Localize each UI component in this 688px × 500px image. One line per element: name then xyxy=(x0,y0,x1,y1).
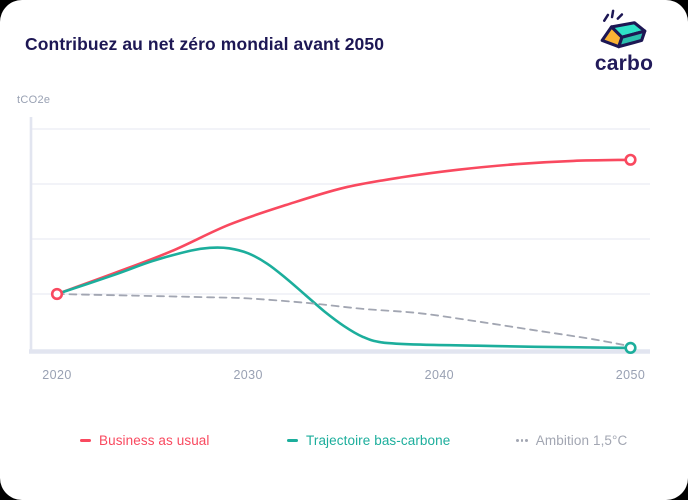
legend-swatch-dotted-gray xyxy=(516,439,528,442)
carbo-logo: carbo xyxy=(584,8,664,76)
legend-label: Ambition 1,5°C xyxy=(535,433,628,448)
page-title: Contribuez au net zéro mondial avant 205… xyxy=(25,34,385,54)
x-tick-label: 2020 xyxy=(42,368,72,382)
legend-swatch-solid-teal xyxy=(287,439,298,442)
legend-item-ambition-15c[interactable]: Ambition 1,5°C xyxy=(516,433,627,448)
x-axis-labels: 2020 2030 2040 2050 xyxy=(0,368,688,384)
x-tick-label: 2040 xyxy=(424,368,455,382)
y-axis-unit-label: tCO2e xyxy=(17,94,51,106)
legend-label: Business as usual xyxy=(99,433,210,448)
legend-item-trajectoire-bas-carbone[interactable]: Trajectoire bas-carbone xyxy=(287,433,450,448)
legend-label: Trajectoire bas-carbone xyxy=(306,433,451,448)
x-tick-label: 2050 xyxy=(615,368,646,382)
legend-item-business-as-usual[interactable]: Business as usual xyxy=(80,433,210,448)
brand-name: carbo xyxy=(594,52,654,75)
x-tick-label: 2030 xyxy=(233,368,263,382)
carbo-gem-icon xyxy=(600,9,647,49)
chart-legend: Business as usual Trajectoire bas-carbon… xyxy=(0,433,688,453)
sparkle-icon xyxy=(603,9,624,22)
legend-swatch-solid-red xyxy=(80,439,91,442)
